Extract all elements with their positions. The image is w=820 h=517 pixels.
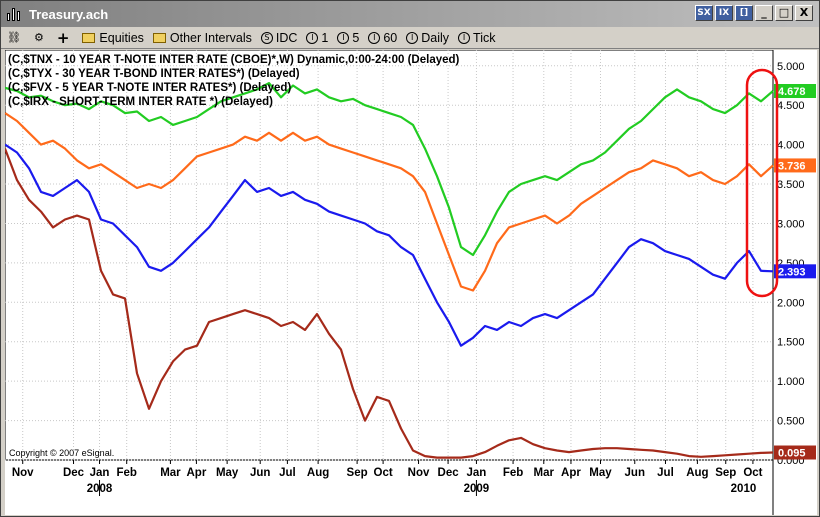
y-tick-label: 3.500: [777, 179, 805, 191]
y-tick-label: 3.000: [777, 218, 805, 230]
plot-area: [5, 50, 774, 461]
x-tick-label: May: [589, 467, 612, 479]
x-tick-label: Aug: [307, 467, 329, 479]
last-value-label: 3.736: [778, 160, 806, 172]
x-tick-label: Feb: [116, 467, 136, 479]
copyright-text: Copyright © 2007 eSignal.: [9, 448, 114, 458]
last-value-marker: [774, 84, 816, 98]
other-intervals-menu[interactable]: Other Intervals: [152, 31, 252, 45]
series-line-tnx: [5, 112, 774, 292]
window-title: Treasury.ach: [29, 6, 109, 22]
x-tick-label: Sep: [347, 467, 368, 479]
last-value-label: 2.393: [778, 266, 806, 278]
rates-chart[interactable]: 5.0004.5004.0003.5003.0002.5002.0001.500…: [5, 50, 817, 515]
equities-menu[interactable]: Equities: [82, 31, 144, 45]
last-value-label: 0.095: [778, 448, 806, 460]
x-tick-label: Jul: [279, 467, 296, 479]
add-icon[interactable]: +: [56, 28, 70, 47]
legend-entry: (C,$IRX - SHORT-TERM INTER RATE *) (Dela…: [8, 96, 273, 108]
x-tick-label: Jun: [250, 467, 270, 479]
y-tick-label: 5.000: [777, 61, 805, 73]
interval-60-button[interactable]: I 60: [368, 31, 397, 45]
y-tick-label: 2.000: [777, 297, 805, 309]
price-axis: [773, 50, 817, 515]
title-bar[interactable]: Treasury.ach SX IX [] _ □ X: [1, 1, 819, 27]
x-tick-label: Aug: [686, 467, 708, 479]
x-tick-label: Apr: [561, 467, 581, 479]
clock-icon: I: [306, 31, 319, 44]
x-tick-label: Feb: [503, 467, 523, 479]
x-tick-label: Mar: [160, 467, 181, 479]
x-tick-label: Jul: [657, 467, 674, 479]
interval-tick-button[interactable]: I Tick: [458, 31, 495, 45]
x-tick-label: Nov: [408, 467, 430, 479]
year-label: 2008: [87, 483, 113, 495]
x-tick-label: Nov: [12, 467, 34, 479]
clock-icon: I: [337, 31, 350, 44]
x-tick-label: May: [216, 467, 239, 479]
year-label: 2010: [731, 483, 757, 495]
chart-app-icon: [5, 5, 23, 23]
series-line-fvx: [5, 143, 774, 347]
x-tick-label: Sep: [715, 467, 736, 479]
x-tick-label: Dec: [438, 467, 460, 479]
y-tick-label: 4.500: [777, 100, 805, 112]
symbol-link-button[interactable]: SX: [695, 5, 713, 21]
x-tick-label: Dec: [63, 467, 85, 479]
time-axis: [5, 460, 773, 515]
clock-icon: I: [458, 31, 471, 44]
legend-entry: (C,$FVX - 5 YEAR T-NOTE INTER RATES*) (D…: [8, 82, 291, 94]
last-value-marker: [774, 264, 816, 279]
y-tick-label: 1.000: [777, 376, 805, 388]
last-value-marker: [774, 445, 816, 460]
last-value-marker: [774, 158, 816, 173]
layout-button[interactable]: []: [735, 5, 753, 21]
interval-daily-button[interactable]: I Daily: [406, 31, 449, 45]
interval-link-button[interactable]: IX: [715, 5, 733, 21]
close-button[interactable]: X: [795, 5, 813, 21]
last-value-label: 4.678: [778, 86, 806, 98]
clock-icon: I: [406, 31, 419, 44]
legend-entry: (C,$TYX - 30 YEAR T-BOND INTER RATES*) (…: [8, 68, 300, 80]
x-tick-label: Oct: [374, 467, 393, 479]
y-tick-label: 0.500: [777, 416, 805, 428]
settings-icon[interactable]: ⚙: [33, 31, 44, 44]
x-tick-label: Mar: [534, 467, 555, 479]
link-icon[interactable]: ⛓: [7, 31, 21, 44]
folder-icon: [82, 32, 96, 43]
series-line-irx: [5, 148, 774, 459]
y-tick-label: 1.500: [777, 337, 805, 349]
maximize-button[interactable]: □: [775, 5, 793, 21]
legend-entry: (C,$TNX - 10 YEAR T-NOTE INTER RATE (CBO…: [8, 54, 460, 66]
window-buttons: SX IX [] _ □ X: [695, 5, 813, 21]
year-label: 2009: [464, 483, 490, 495]
minimize-button[interactable]: _: [755, 5, 773, 21]
x-tick-label: Jan: [90, 467, 110, 479]
series-line-tyx: [5, 81, 774, 257]
clock-icon: S: [260, 31, 273, 44]
highlight-annotation: [745, 68, 779, 298]
y-tick-label: 4.000: [777, 140, 805, 152]
clock-icon: I: [368, 31, 381, 44]
folder-icon: [152, 32, 166, 43]
interval-idc-button[interactable]: S IDC: [260, 31, 297, 45]
x-tick-label: Oct: [743, 467, 762, 479]
x-tick-label: Apr: [187, 467, 207, 479]
x-tick-label: Jan: [467, 467, 487, 479]
x-tick-label: Jun: [625, 467, 645, 479]
